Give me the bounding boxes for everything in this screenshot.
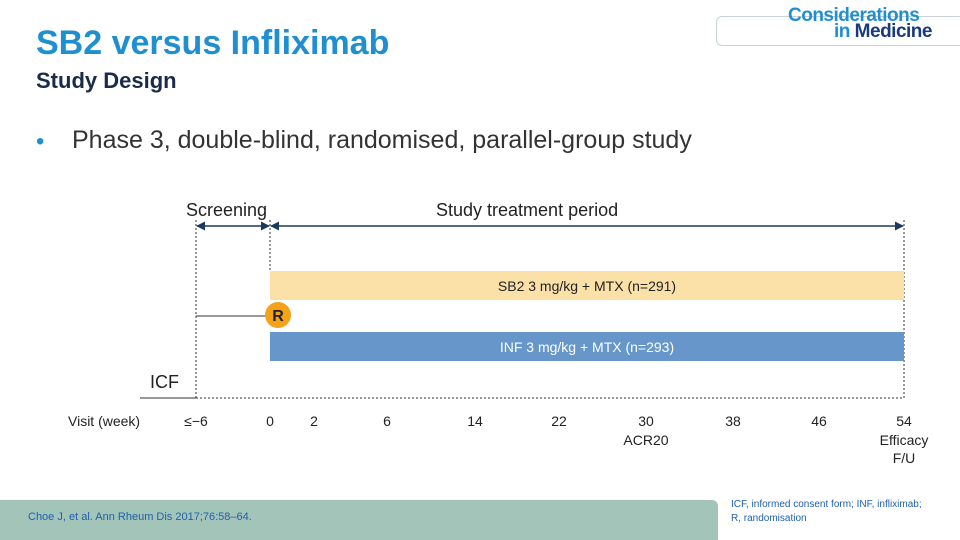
page-subtitle: Study Design [36, 68, 177, 93]
visit-tick: 0 [266, 413, 274, 429]
abbreviations-line2: R, randomisation [731, 513, 807, 524]
logo-frame [716, 16, 960, 46]
visit-note-efficacy: Efficacy [879, 432, 929, 448]
visit-tick: ≤−6 [184, 413, 208, 429]
bullet-marker: • [36, 128, 45, 155]
page-title: SB2 versus Infliximab [36, 24, 390, 62]
logo-text-line2: in Medicine [834, 21, 932, 43]
sb2-arm-label: SB2 3 mg/kg + MTX (n=291) [497, 278, 677, 294]
visit-tick: 30 [638, 413, 654, 429]
bullet-text: Phase 3, double-blind, randomised, paral… [72, 126, 692, 154]
abbreviations-line1: ICF, informed consent form; INF, inflixi… [731, 499, 922, 510]
visit-tick: 38 [725, 413, 741, 429]
visit-tick: 46 [811, 413, 827, 429]
randomisation-marker-label: R [272, 308, 284, 325]
treatment-period-label: Study treatment period [436, 200, 619, 220]
footer-bar [0, 500, 718, 540]
sb2-arm-bar [270, 271, 904, 300]
icf-label: ICF [150, 372, 179, 392]
visit-tick: 14 [467, 413, 483, 429]
logo-text-medicine: Medicine [854, 21, 933, 42]
screening-label: Screening [186, 200, 268, 220]
logo-text-line1: Considerations [788, 5, 920, 26]
inf-arm-bar [270, 332, 904, 361]
visit-note-fu: F/U [892, 450, 916, 466]
visit-note-acr20: ACR20 [623, 432, 669, 448]
visit-tick: 54 [896, 413, 912, 429]
inf-arm-label: INF 3 mg/kg + MTX (n=293) [499, 339, 675, 355]
abbreviations-note: ICF, informed consent form; INF, inflixi… [731, 498, 953, 526]
reference-citation: Choe J, et al. Ann Rheum Dis 2017;76:58–… [28, 511, 252, 523]
visit-tick: 2 [310, 413, 318, 429]
visit-tick: 6 [383, 413, 391, 429]
randomisation-marker [265, 302, 291, 328]
logo-text-in: in [834, 21, 855, 42]
visit-tick: 22 [551, 413, 567, 429]
visit-axis-label: Visit (week) [68, 413, 141, 429]
